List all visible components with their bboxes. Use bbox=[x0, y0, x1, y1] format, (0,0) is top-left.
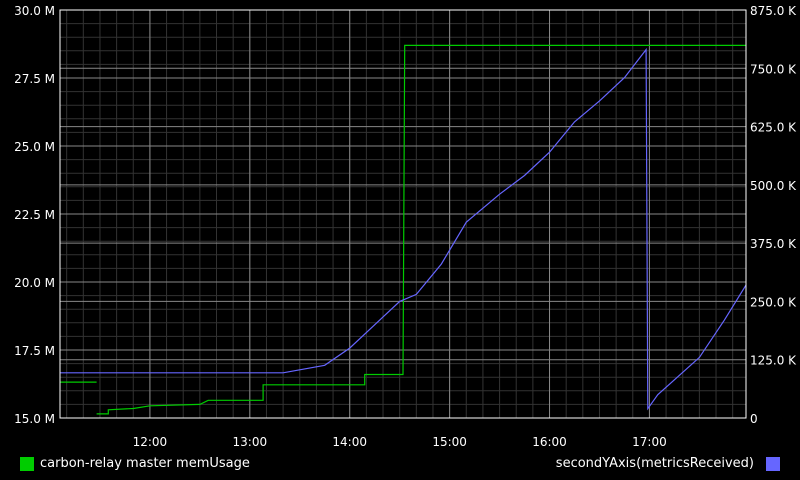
y-right-tick-label: 125.0 K bbox=[750, 354, 797, 368]
series-layer bbox=[60, 44, 747, 415]
legend-label-metricsreceived: secondYAxis(metricsReceived) bbox=[555, 456, 754, 471]
plot-frame bbox=[59, 9, 747, 419]
ticks: 12:00 13:00 14:00 15:00 16:00 17:00 0 125.0 K 25… bbox=[14, 4, 797, 449]
legend-item-memusage: carbon-relay master memUsage bbox=[20, 456, 250, 471]
x-tick-label: 17:00 bbox=[632, 435, 667, 449]
y-right-tick-label: 875.0 K bbox=[750, 4, 797, 18]
y-left-tick-label: 25.0 M bbox=[14, 140, 55, 154]
x-tick-label: 15:00 bbox=[432, 435, 467, 449]
y-left-tick-label: 30.0 M bbox=[14, 4, 55, 18]
series-line-memusage bbox=[60, 44, 746, 415]
x-tick-label: 13:00 bbox=[233, 435, 268, 449]
y-left-tick-label: 17.5 M bbox=[14, 344, 55, 358]
y-right-tick-label: 625.0 K bbox=[750, 121, 797, 135]
y-right-tick-label: 250.0 K bbox=[750, 295, 797, 309]
y-left-tick-label: 15.0 M bbox=[14, 412, 55, 426]
x-tick-label: 12:00 bbox=[133, 435, 168, 449]
y-left-tick-label: 20.0 M bbox=[14, 276, 55, 290]
y-right-tick-label: 750.0 K bbox=[750, 62, 797, 76]
x-tick-label: 16:00 bbox=[532, 435, 567, 449]
y-left-tick-label: 27.5 M bbox=[14, 72, 55, 86]
legend-swatch-metricsreceived bbox=[766, 456, 780, 471]
y-right-tick-label: 0 bbox=[750, 412, 758, 426]
y-right-tick-label: 375.0 K bbox=[750, 237, 797, 251]
x-tick-label: 14:00 bbox=[332, 435, 367, 449]
legend-swatch-memusage bbox=[20, 456, 34, 471]
series-line-metricsreceived bbox=[60, 47, 747, 411]
y-right-tick-label: 500.0 K bbox=[750, 179, 797, 193]
legend-item-metricsreceived: secondYAxis(metricsReceived) bbox=[556, 456, 780, 471]
y-left-tick-label: 22.5 M bbox=[14, 208, 55, 222]
legend-label-memusage: carbon-relay master memUsage bbox=[40, 456, 250, 471]
